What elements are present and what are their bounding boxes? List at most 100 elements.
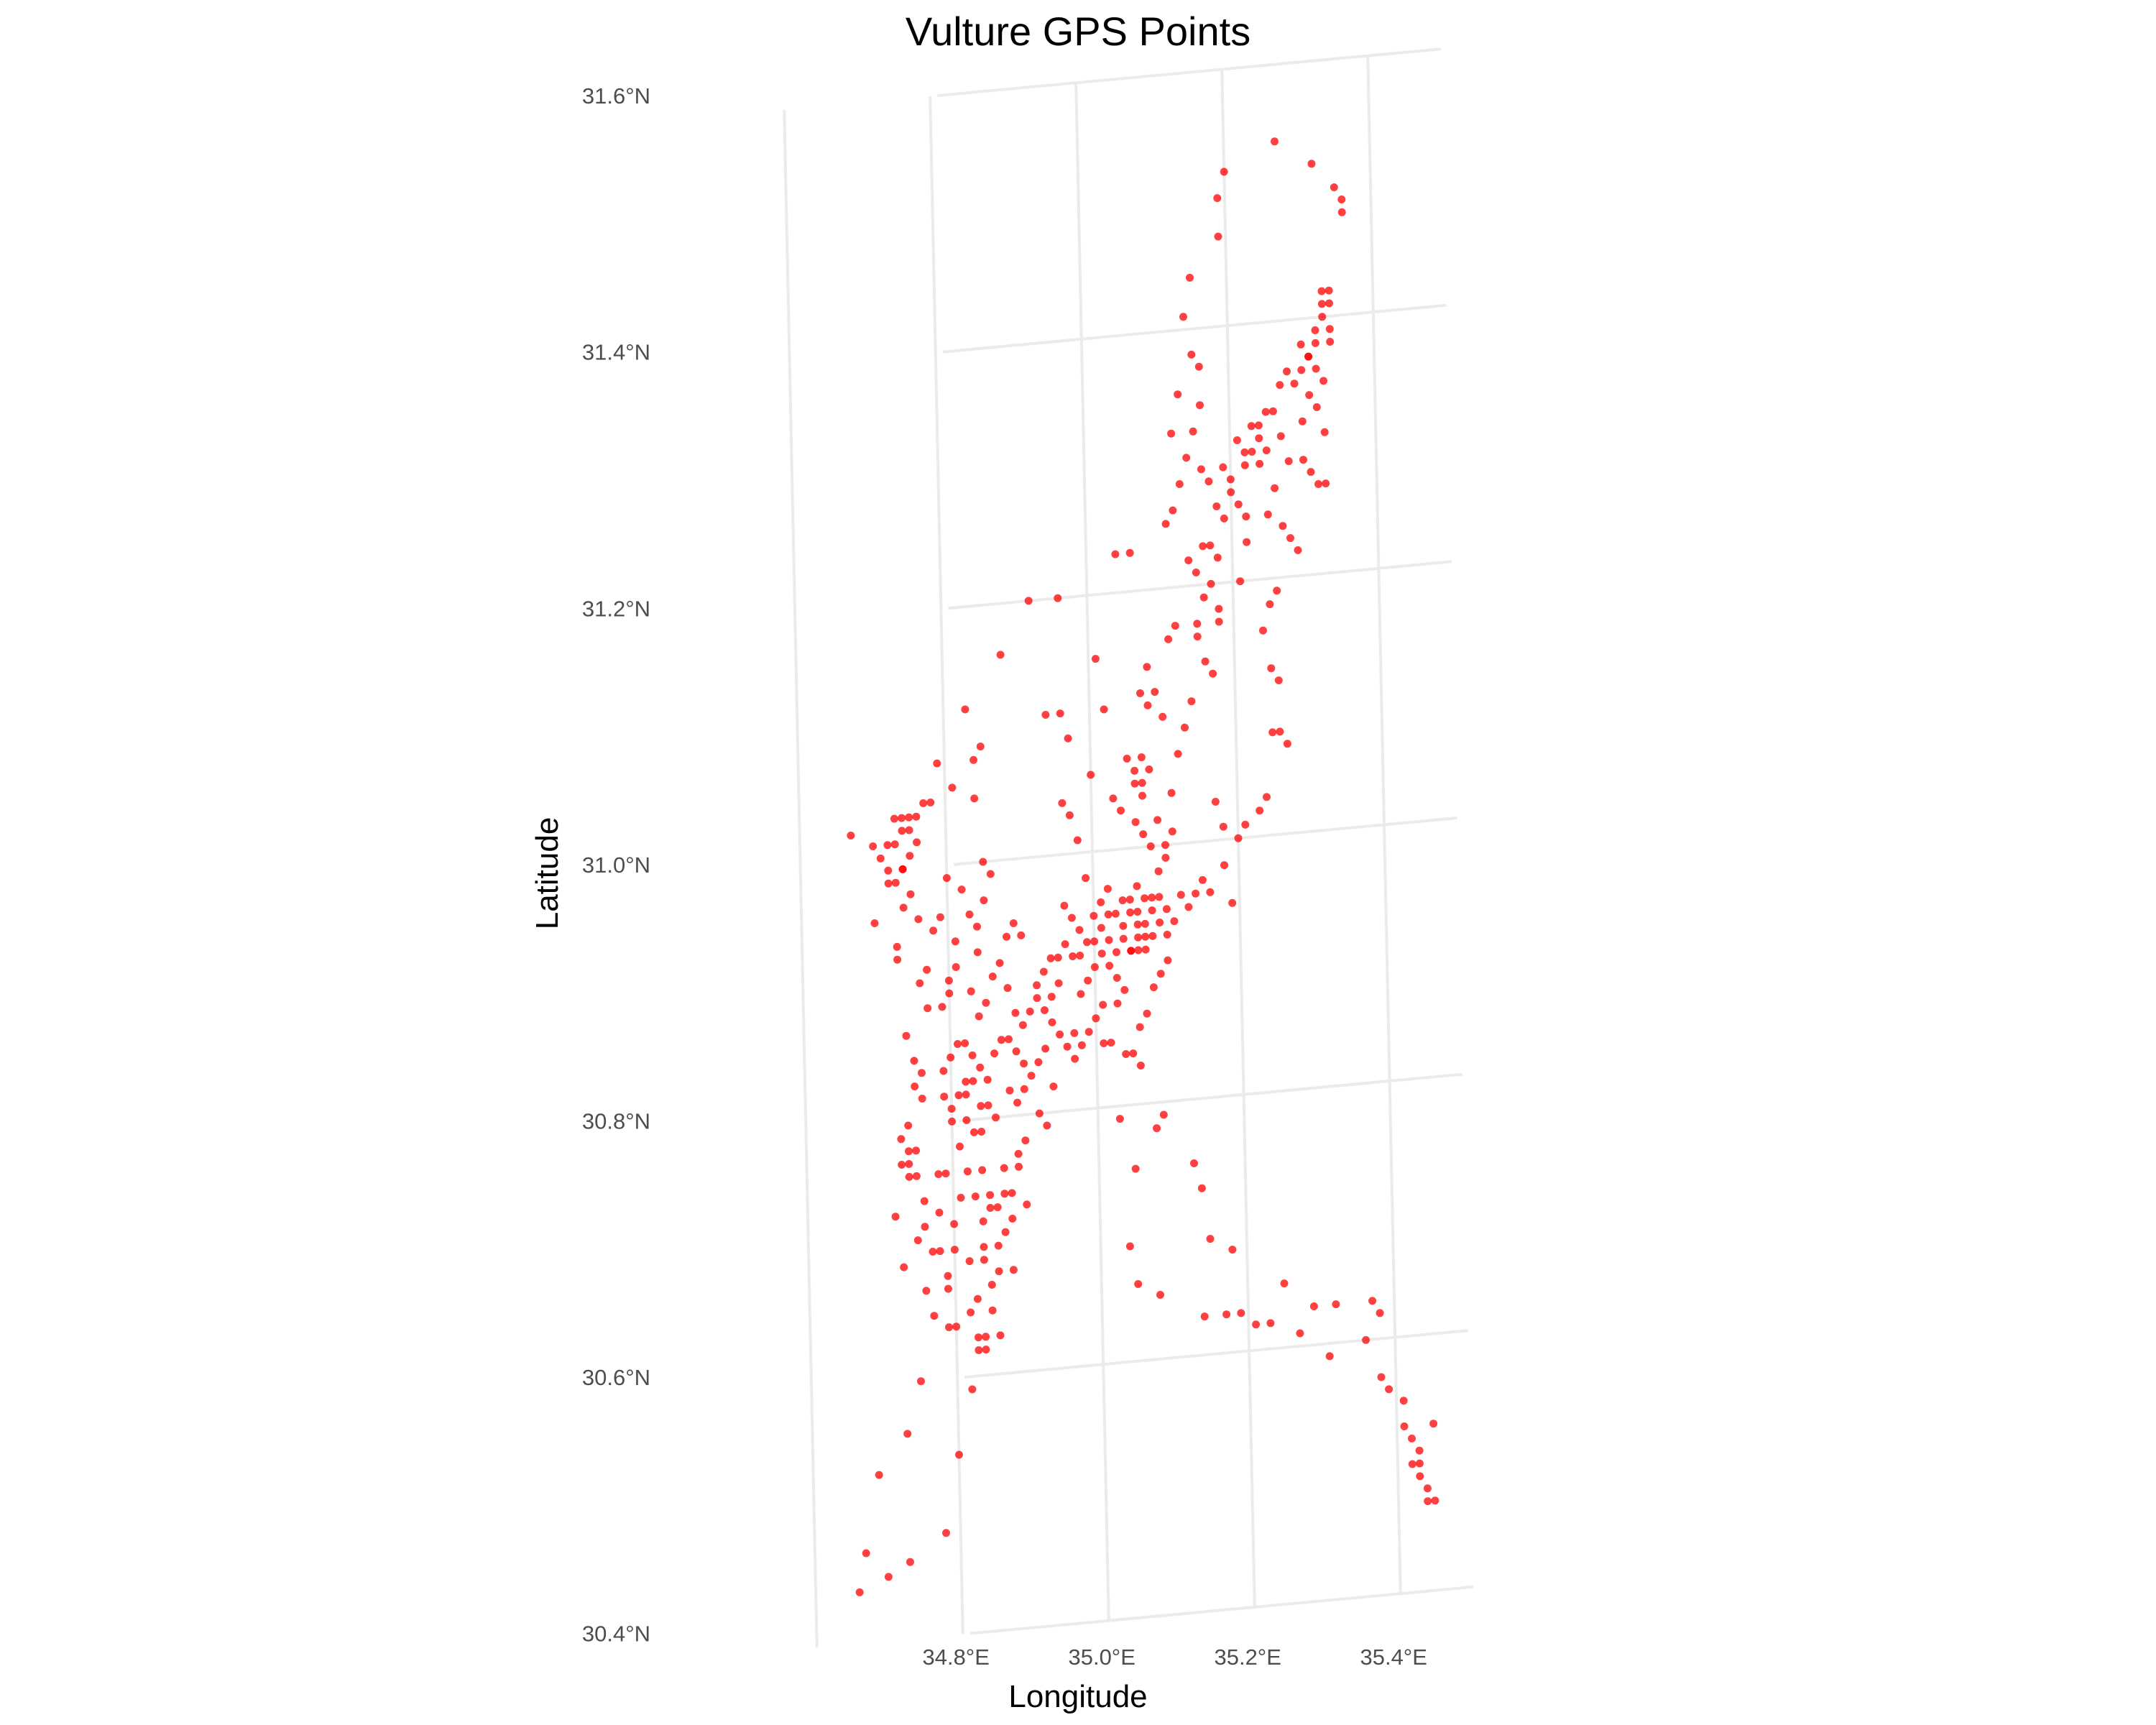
data-point	[1054, 953, 1062, 962]
data-point	[980, 1243, 988, 1251]
data-point	[1033, 994, 1041, 1003]
data-point	[992, 1113, 1000, 1122]
data-point	[986, 870, 995, 878]
data-point	[954, 1091, 963, 1100]
data-point	[1237, 1309, 1245, 1317]
data-point	[1213, 194, 1222, 203]
data-point	[1000, 1190, 1009, 1198]
data-point	[1408, 1460, 1416, 1468]
y-tick-label: 31.6°N	[582, 83, 650, 109]
data-point	[1337, 208, 1346, 216]
lon-grid-line	[1074, 83, 1110, 1621]
data-point	[973, 922, 981, 931]
data-point	[938, 1003, 946, 1011]
data-point	[997, 1036, 1005, 1044]
data-point	[1043, 1121, 1051, 1130]
data-point	[906, 852, 914, 860]
data-point	[1304, 352, 1313, 361]
data-point	[1018, 1021, 1027, 1029]
data-point	[1408, 1434, 1416, 1443]
data-point	[944, 976, 953, 985]
data-point	[1170, 917, 1179, 926]
data-point	[1033, 981, 1041, 990]
data-point	[957, 1193, 965, 1202]
lat-grid-line	[942, 303, 1447, 354]
y-axis-ticks: 30.4°N 30.6°N 30.8°N 31.0°N 31.2°N 31.4°N 31.6…	[582, 83, 650, 1647]
data-point	[1227, 488, 1235, 497]
data-point	[1063, 1042, 1072, 1051]
data-point	[1222, 1310, 1231, 1319]
data-point	[905, 1160, 913, 1168]
data-point	[996, 1331, 1005, 1340]
data-point	[1164, 635, 1173, 643]
data-point	[1009, 1266, 1018, 1274]
data-point	[1097, 924, 1105, 932]
data-point	[1104, 910, 1112, 919]
data-point	[1161, 520, 1170, 528]
data-point	[1008, 1189, 1016, 1197]
data-point	[973, 1294, 982, 1303]
data-point	[1143, 1009, 1151, 1018]
data-point	[918, 1069, 926, 1077]
data-point	[1220, 861, 1228, 870]
data-point	[917, 1377, 925, 1386]
data-point	[1105, 936, 1113, 944]
data-point	[1026, 1007, 1034, 1016]
data-point	[1118, 896, 1127, 905]
data-point	[1169, 506, 1177, 515]
data-point	[1158, 712, 1167, 721]
data-point	[847, 832, 855, 840]
data-point	[1385, 1385, 1393, 1394]
data-point	[955, 1450, 963, 1459]
data-point	[1001, 1228, 1010, 1236]
y-tick-label: 30.6°N	[582, 1365, 650, 1390]
data-point	[1003, 932, 1010, 941]
data-point	[1259, 626, 1267, 635]
data-point	[1112, 948, 1120, 957]
data-point	[1041, 1044, 1050, 1053]
data-point	[898, 865, 907, 873]
data-point	[1119, 921, 1128, 930]
data-point	[1193, 632, 1202, 641]
data-point	[1219, 463, 1227, 472]
data-point	[905, 826, 913, 834]
data-point	[1067, 914, 1076, 922]
data-point	[1256, 459, 1264, 468]
data-point	[984, 1101, 992, 1110]
y-tick-label: 30.8°N	[582, 1108, 650, 1133]
data-point	[1214, 232, 1222, 241]
data-point	[1197, 1184, 1206, 1192]
data-point	[1213, 553, 1222, 562]
data-point	[1133, 920, 1142, 929]
data-point	[1240, 448, 1249, 456]
data-point	[1020, 1085, 1028, 1093]
data-point	[1399, 1397, 1408, 1405]
data-point	[1273, 586, 1281, 595]
data-point	[1134, 933, 1143, 942]
data-point	[942, 874, 951, 883]
data-point	[1024, 597, 1033, 605]
data-point	[1020, 1059, 1028, 1068]
data-point	[1109, 794, 1118, 803]
data-point	[1136, 1062, 1145, 1070]
data-point	[1241, 820, 1250, 829]
data-point	[1424, 1497, 1432, 1506]
data-point	[975, 1012, 983, 1021]
data-point	[1075, 926, 1084, 934]
data-point	[1198, 875, 1207, 884]
lat-grid-line	[953, 816, 1457, 866]
data-point	[1097, 898, 1105, 906]
data-point	[900, 1263, 908, 1271]
data-point	[1041, 711, 1050, 719]
data-point	[1267, 664, 1276, 673]
data-point	[1000, 1164, 1008, 1172]
data-point	[1133, 882, 1141, 891]
data-point	[891, 878, 900, 887]
data-point	[905, 1172, 913, 1181]
data-point	[1112, 974, 1121, 982]
data-point	[995, 959, 1004, 967]
data-point	[1123, 755, 1131, 763]
data-point	[1234, 834, 1243, 842]
data-point	[947, 1105, 956, 1113]
data-point	[969, 1128, 978, 1136]
